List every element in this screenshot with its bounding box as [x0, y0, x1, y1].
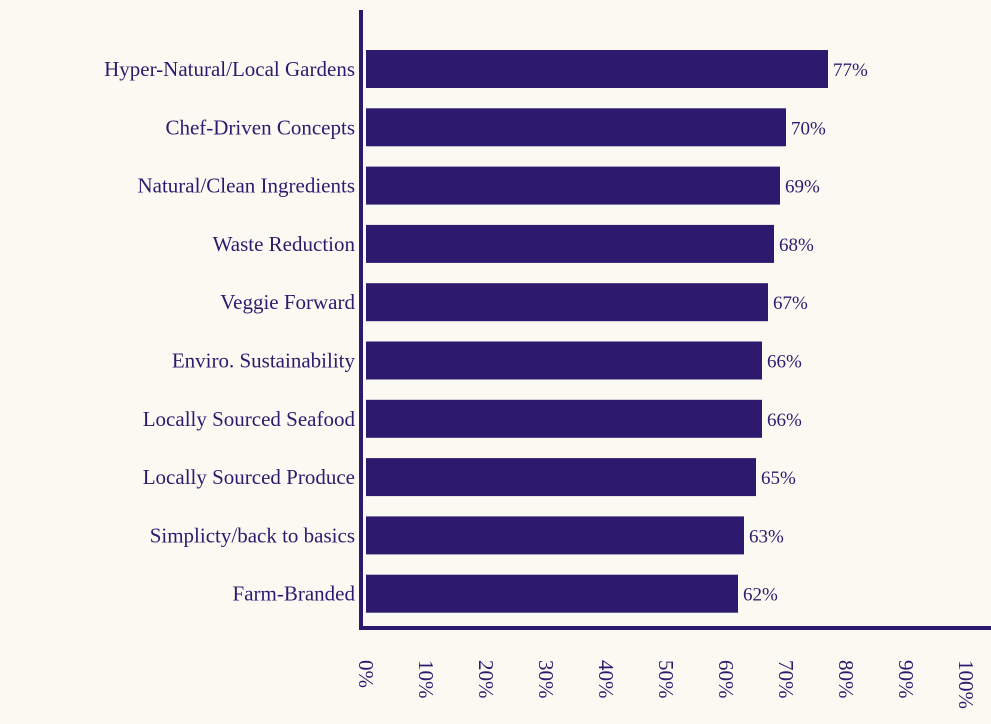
value-label: 65% — [761, 468, 796, 489]
category-label: Locally Sourced Seafood — [143, 407, 356, 431]
value-label: 68% — [779, 235, 814, 256]
bar — [366, 574, 738, 613]
bar — [366, 224, 774, 263]
category-label: Locally Sourced Produce — [143, 465, 355, 489]
value-label: 77% — [833, 60, 868, 81]
value-label: 67% — [773, 293, 808, 314]
x-tick-label: 40% — [594, 660, 618, 699]
value-label: 70% — [791, 118, 826, 139]
category-label: Natural/Clean Ingredients — [137, 174, 355, 198]
category-labels: Hyper-Natural/Local Gardens Chef-Driven C… — [104, 57, 355, 606]
x-tick-label: 30% — [534, 660, 558, 699]
category-label: Simplicty/back to basics — [150, 523, 355, 547]
value-label: 66% — [767, 352, 802, 373]
category-label: Hyper-Natural/Local Gardens — [104, 57, 355, 81]
value-label: 69% — [785, 177, 820, 198]
x-tick-label: 80% — [834, 660, 858, 699]
value-labels: 77% 70% 69% 68% 67% 66% 66% 65% 63% 62% — [743, 60, 868, 606]
x-tick-label: 50% — [654, 660, 678, 699]
bar — [366, 516, 744, 555]
bar — [366, 166, 780, 205]
x-tick-label: 70% — [774, 660, 798, 699]
value-label: 66% — [767, 410, 802, 431]
category-label: Chef-Driven Concepts — [165, 115, 355, 139]
bar — [366, 399, 762, 438]
category-label: Waste Reduction — [213, 232, 356, 256]
x-tick-label: 0% — [354, 660, 378, 688]
bars-layer — [366, 50, 828, 613]
x-tick-label: 10% — [414, 660, 438, 699]
bar — [366, 283, 768, 322]
x-tick-label: 100% — [954, 660, 978, 709]
axes — [359, 10, 991, 630]
x-tick-labels: 0% 10% 20% 30% 40% 50% 60% 70% 80% 90% 100% — [354, 660, 978, 709]
x-tick-label: 60% — [714, 660, 738, 699]
category-label: Veggie Forward — [220, 290, 355, 314]
x-tick-label: 90% — [894, 660, 918, 699]
value-label: 62% — [743, 585, 778, 606]
value-label: 63% — [749, 526, 784, 547]
x-tick-label: 20% — [474, 660, 498, 699]
bar — [366, 458, 756, 497]
bar — [366, 341, 762, 380]
category-label: Enviro. Sustainability — [172, 349, 356, 373]
bar — [366, 50, 828, 88]
category-label: Farm-Branded — [233, 582, 356, 606]
bar — [366, 108, 786, 147]
